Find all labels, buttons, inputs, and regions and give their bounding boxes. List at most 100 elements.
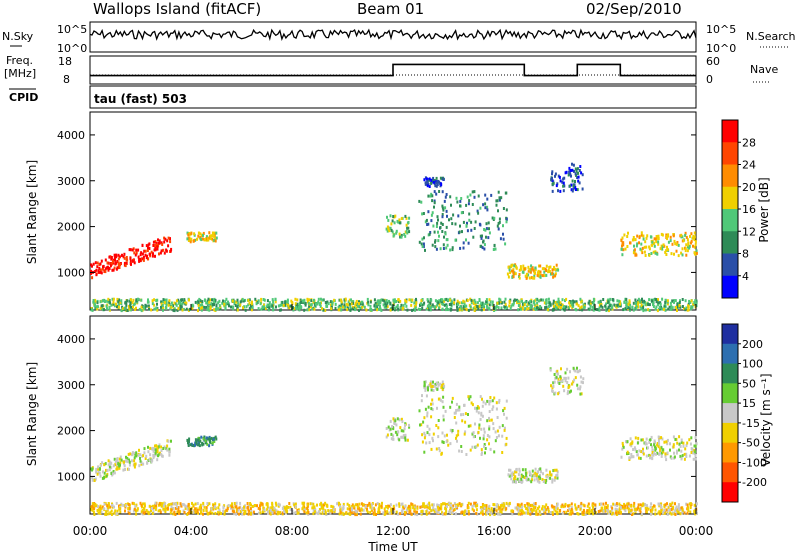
power-cell — [525, 272, 528, 276]
velocity-cell — [133, 507, 136, 511]
velocity-cell — [91, 508, 94, 512]
power-cell — [494, 308, 497, 312]
power-cell — [623, 233, 626, 237]
velocity-cell — [495, 401, 498, 405]
velocity-cell — [331, 505, 334, 509]
velocity-cell — [679, 454, 682, 458]
velocity-cell — [472, 509, 475, 513]
power-cell — [172, 304, 175, 307]
power-cell — [673, 252, 675, 256]
velocity-cell — [556, 369, 559, 373]
power-cell — [619, 304, 622, 308]
power-cell — [242, 306, 244, 310]
power-cell — [693, 301, 696, 304]
power-cell — [589, 304, 592, 308]
power-cell — [612, 298, 615, 302]
velocity-cell — [439, 398, 442, 402]
power-cell — [420, 242, 423, 246]
velocity-cell — [666, 512, 669, 516]
velocity-cell — [188, 511, 191, 515]
power-cell — [393, 300, 396, 304]
power-cell — [206, 308, 209, 312]
power-cell — [480, 301, 483, 305]
velocity-cell — [662, 448, 665, 452]
velocity-cell — [687, 506, 689, 510]
power-cell — [555, 184, 558, 188]
power-cell — [522, 270, 525, 274]
velocity-cell — [398, 438, 401, 442]
velocity-cell — [549, 472, 552, 476]
velocity-cell — [177, 510, 180, 514]
power-cell — [482, 203, 485, 207]
velocity-cell — [194, 507, 197, 511]
power-cell — [97, 269, 100, 273]
velocity-cell — [627, 507, 630, 511]
time-x-axis: 00:00 04:00 08:00 12:00 16:00 20:00 00:00 — [73, 304, 713, 538]
velocity-cell — [540, 470, 542, 474]
power-cell — [485, 227, 488, 231]
power-cell — [255, 302, 258, 306]
velocity-cell — [553, 507, 556, 511]
velocity-cell — [651, 452, 654, 456]
velocity-cell — [97, 467, 99, 471]
velocity-cell — [177, 506, 180, 510]
velocity-cell — [233, 502, 236, 505]
power-cell — [169, 240, 172, 244]
power-cell — [443, 303, 446, 307]
velocity-cell — [307, 511, 309, 515]
velocity-cell — [443, 502, 446, 506]
power-cell — [147, 298, 149, 302]
velocity-cell — [212, 437, 215, 441]
power-cell — [304, 301, 307, 305]
power-cell — [402, 304, 405, 308]
power-cell — [291, 301, 294, 304]
velocity-cell — [457, 429, 460, 433]
power-cell — [540, 298, 543, 302]
velocity-cell — [654, 452, 657, 456]
velocity-cell — [370, 503, 373, 507]
power-cell — [675, 306, 677, 310]
velocity-cell — [572, 366, 575, 370]
power-cell — [160, 302, 163, 306]
velocity-cell — [246, 505, 249, 509]
velocity-cell — [427, 405, 430, 409]
power-cell — [486, 205, 489, 209]
velocity-cell — [427, 503, 430, 507]
power-cell — [99, 268, 102, 272]
velocity-cell — [645, 510, 648, 514]
velocity-cell — [650, 435, 653, 439]
power-cell — [684, 299, 687, 303]
power-cell — [656, 252, 659, 256]
velocity-cell — [444, 507, 447, 511]
power-cell — [667, 234, 669, 238]
power-cell — [410, 303, 413, 307]
power-cell — [568, 301, 571, 305]
velocity-cell — [480, 413, 483, 417]
power-cell — [473, 227, 476, 230]
velocity-cell — [692, 451, 695, 455]
velocity-cell — [580, 501, 583, 505]
power-cell — [572, 299, 574, 303]
velocity-cell — [332, 508, 335, 512]
velocity-cell — [235, 505, 238, 509]
velocity-cell — [498, 425, 501, 429]
velocity-cell — [689, 510, 692, 514]
power-cell — [185, 301, 188, 305]
power-cell — [211, 237, 214, 241]
power-cell — [587, 301, 590, 305]
velocity-cell — [481, 451, 483, 455]
power-cell — [140, 305, 143, 309]
velocity-cell — [172, 502, 175, 506]
power-cell — [367, 303, 370, 307]
colorbar-tick-label: -15 — [742, 417, 760, 430]
power-cell — [96, 301, 99, 305]
velocity-cell — [392, 427, 395, 431]
power-cell — [495, 199, 498, 203]
velocity-cell — [542, 472, 544, 476]
power-cell — [167, 236, 170, 240]
velocity-cell — [208, 511, 211, 515]
power-cell — [504, 297, 507, 301]
power-cell — [552, 299, 555, 303]
power-cell — [496, 301, 499, 305]
velocity-cell — [479, 506, 482, 509]
